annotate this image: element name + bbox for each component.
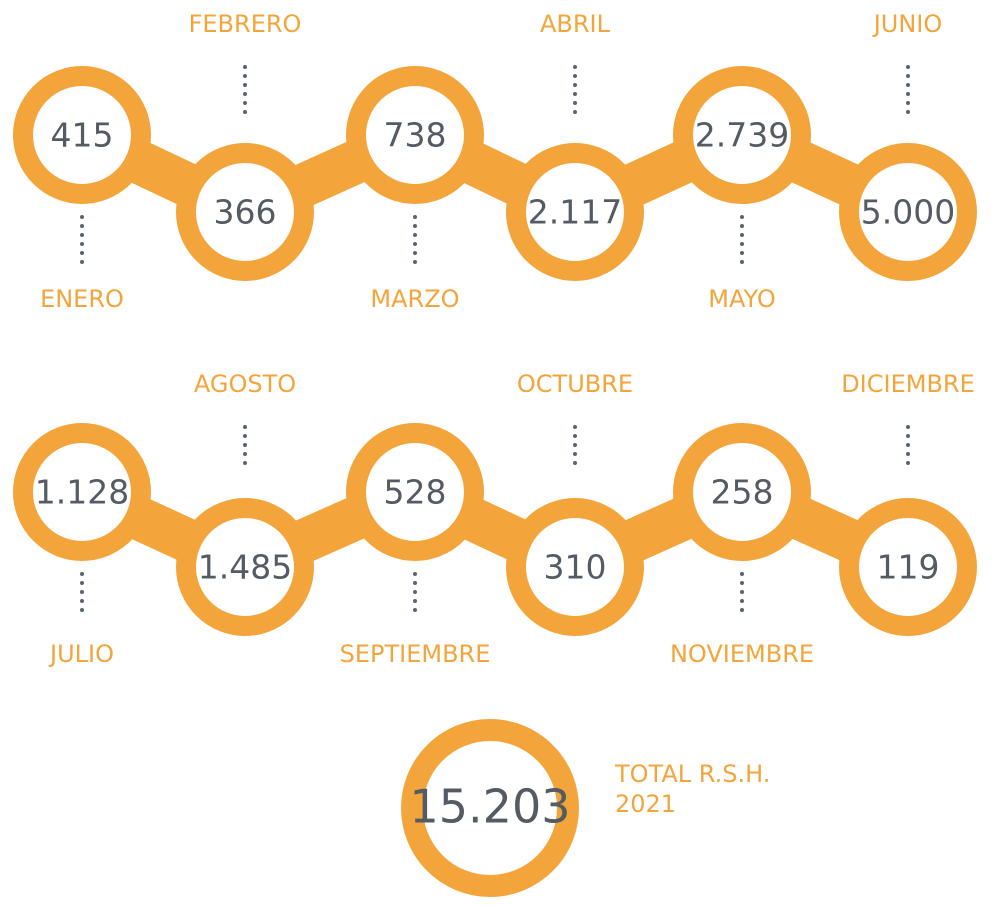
month: ENERO [40,285,124,313]
value: 310 [544,548,607,587]
value: 415 [51,116,114,155]
month: FEBRERO [189,10,302,38]
month: MARZO [370,285,459,313]
value: 1.485 [198,548,292,587]
month: AGOSTO [194,370,296,398]
ring [346,66,484,204]
ring [673,66,811,204]
month: DICIEMBRE [841,370,975,398]
value: 5.000 [861,193,955,232]
value: 528 [384,473,447,512]
ring [13,423,151,561]
month: JUNIO [872,10,943,38]
ring [506,143,644,281]
total-label: 2021 [615,790,676,818]
ring [13,66,151,204]
total-ring [401,719,579,897]
ring [673,423,811,561]
value: 258 [711,473,774,512]
total-label: TOTAL R.S.H. [614,760,770,788]
month: JULIO [48,640,114,668]
value: 738 [384,116,447,155]
ring [176,498,314,636]
ring [346,423,484,561]
ring [839,498,977,636]
nodes: 415 ENERO 366 FEBRERO 738 MARZO 2.117 ABRIL 2.73… [13,10,977,897]
value: 2.739 [695,116,789,155]
month: NOVIEMBRE [670,640,814,668]
value: 1.128 [35,473,129,512]
total-value: 15.203 [410,780,571,834]
value: 2.117 [528,193,622,232]
value: 366 [214,193,277,232]
ring [176,143,314,281]
ring [839,143,977,281]
month: OCTUBRE [517,370,633,398]
month: SEPTIEMBRE [340,640,491,668]
month: ABRIL [540,10,611,38]
ring [506,498,644,636]
month: MAYO [708,285,776,313]
value: 119 [877,548,940,587]
